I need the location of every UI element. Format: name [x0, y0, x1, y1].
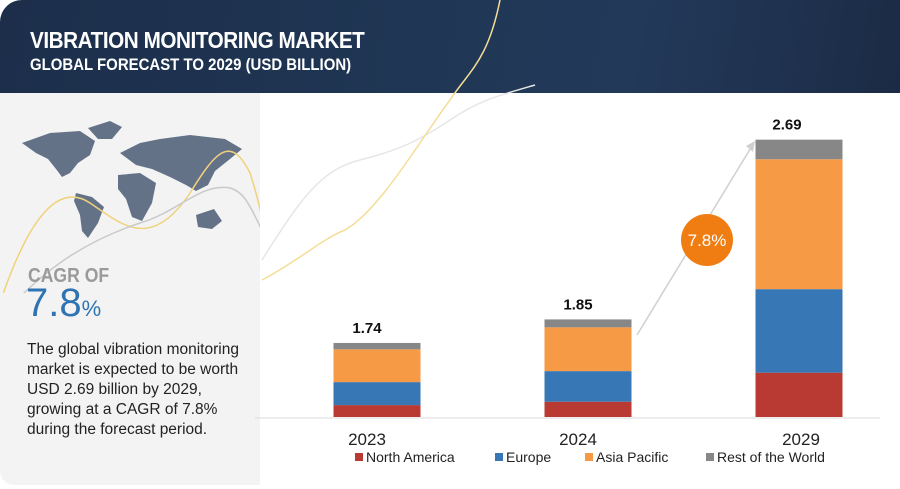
bar-segment-europe-2023 — [333, 382, 421, 406]
legend-label: Europe — [506, 449, 551, 465]
bar-segment-north-america-2024 — [544, 401, 632, 417]
cagr-value: 7.8% — [26, 281, 101, 326]
bar-segment-north-america-2029 — [755, 372, 843, 417]
page-subtitle: GLOBAL FORECAST TO 2029 (USD BILLION) — [30, 55, 352, 74]
bar-segment-north-america-2023 — [333, 405, 421, 417]
summary-panel: CAGR OF 7.8% The global vibration monito… — [0, 93, 260, 485]
bar-segment-asia-pacific-2029 — [755, 159, 843, 290]
bar-segment-rest-of-the-world-2024 — [544, 319, 632, 328]
bar-total-label: 1.74 — [352, 320, 382, 337]
growth-arrow-head — [746, 141, 755, 152]
legend-swatch — [495, 453, 503, 461]
legend-label: North America — [366, 449, 455, 465]
cagr-annotation-circle — [681, 214, 733, 266]
bar-total-label: 2.69 — [772, 117, 801, 134]
bar-segment-europe-2024 — [544, 371, 632, 402]
legend-swatch — [706, 453, 714, 461]
cagr-label: CAGR OF — [28, 265, 110, 287]
x-tick-label: 2029 — [782, 430, 820, 449]
page-title: VIBRATION MONITORING MARKET — [30, 27, 365, 53]
cagr-annotation-label: 7.8% — [688, 231, 727, 250]
legend-label: Rest of the World — [717, 449, 825, 465]
x-tick-label: 2024 — [559, 430, 597, 449]
world-map-icon — [2, 121, 260, 293]
bar-segment-asia-pacific-2024 — [544, 327, 632, 372]
x-tick-label: 2023 — [348, 430, 386, 449]
legend-swatch — [585, 453, 593, 461]
legend-swatch — [355, 453, 363, 461]
bar-segment-asia-pacific-2023 — [333, 349, 421, 383]
bar-segment-europe-2029 — [755, 289, 843, 373]
bar-segment-rest-of-the-world-2029 — [755, 139, 843, 160]
header-banner: VIBRATION MONITORING MARKET GLOBAL FOREC… — [0, 0, 900, 93]
cagr-unit: % — [81, 296, 102, 321]
cagr-number: 7.8 — [26, 281, 82, 325]
bar-segment-rest-of-the-world-2023 — [333, 342, 421, 350]
legend-label: Asia Pacific — [596, 449, 668, 465]
bar-total-label: 1.85 — [563, 296, 592, 313]
market-description: The global vibration monitoring market i… — [27, 341, 239, 438]
